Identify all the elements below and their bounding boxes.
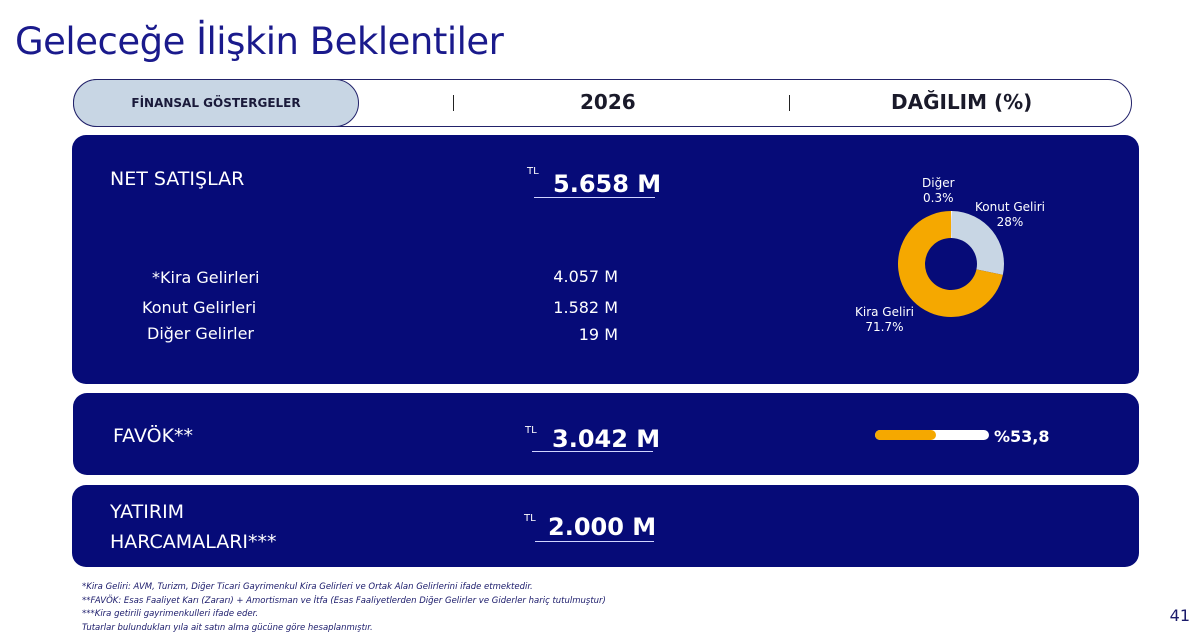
- pie-label-rental-name: Kira Geliri: [855, 305, 914, 319]
- header-distribution: DAĞILIM (%): [891, 90, 1033, 114]
- footnote: Tutarlar bulundukları yıla ait satın alm…: [82, 622, 373, 633]
- value-underline: [535, 541, 654, 542]
- footnote: ***Kira getirili gayrimenkulleri ifade e…: [82, 609, 259, 619]
- footnote: **FAVÖK: Esas Faaliyet Karı (Zararı) + A…: [82, 595, 606, 606]
- pie-label-other: Diğer 0.3%: [922, 176, 955, 206]
- pie-label-other-name: Diğer: [922, 176, 955, 190]
- value-underline: [532, 451, 653, 452]
- donut-slice-konut-geliri: [951, 211, 1004, 275]
- favok-panel: FAVÖK** TL 3.042 M %53,8: [73, 393, 1139, 475]
- currency-label: TL: [525, 425, 537, 436]
- pie-label-other-pct: 0.3%: [923, 191, 954, 205]
- capex-panel: YATIRIM HARCAMALARI*** TL 2.000 M: [72, 485, 1139, 567]
- header-year: 2026: [580, 90, 636, 114]
- favok-label: FAVÖK**: [113, 425, 194, 447]
- capex-label-line1: YATIRIM: [110, 501, 185, 523]
- housing-income-label: Konut Gelirleri: [142, 298, 257, 317]
- other-income-value: 19 M: [578, 325, 618, 344]
- favok-ratio-bar-track: [875, 430, 989, 440]
- currency-label: TL: [524, 513, 536, 524]
- pie-label-rental-pct: 71.7%: [865, 320, 904, 334]
- header-tab-financial-indicators[interactable]: FİNANSAL GÖSTERGELER: [73, 79, 359, 127]
- header-separator: [453, 95, 454, 111]
- currency-label: TL: [527, 166, 539, 177]
- rental-income-value: 4.057 M: [553, 267, 618, 286]
- distribution-donut-chart: [898, 211, 1004, 317]
- capex-label-line2: HARCAMALARI***: [110, 531, 277, 553]
- other-income-label: Diğer Gelirler: [147, 324, 255, 343]
- net-sales-label: NET SATIŞLAR: [110, 168, 245, 190]
- footnotes: *Kira Geliri: AVM, Turizm, Diğer Ticari …: [82, 581, 606, 635]
- pie-label-housing-name: Konut Geliri: [975, 200, 1045, 214]
- net-sales-panel: NET SATIŞLAR TL 5.658 M *Kira Gelirleri …: [72, 135, 1139, 384]
- header-separator: [789, 95, 790, 111]
- footnote: *Kira Geliri: AVM, Turizm, Diğer Ticari …: [82, 582, 533, 592]
- donut-slice-kira-geliri: [898, 211, 1003, 317]
- page-title: Geleceğe İlişkin Beklentiler: [15, 20, 504, 63]
- net-sales-value: 5.658 M: [553, 170, 662, 198]
- pie-label-housing: Konut Geliri 28%: [975, 200, 1045, 230]
- donut-slice-diğer: [951, 211, 952, 239]
- page-number: 41: [1169, 606, 1190, 625]
- value-underline: [534, 197, 655, 198]
- favok-ratio-bar-fill: [875, 430, 937, 440]
- pie-label-rental: Kira Geliri 71.7%: [855, 305, 914, 335]
- pie-label-housing-pct: 28%: [996, 215, 1024, 229]
- favok-ratio-label: %53,8: [994, 427, 1050, 446]
- favok-value: 3.042 M: [552, 425, 661, 453]
- capex-value: 2.000 M: [548, 513, 657, 541]
- rental-income-label: *Kira Gelirleri: [152, 268, 260, 287]
- housing-income-value: 1.582 M: [553, 298, 618, 317]
